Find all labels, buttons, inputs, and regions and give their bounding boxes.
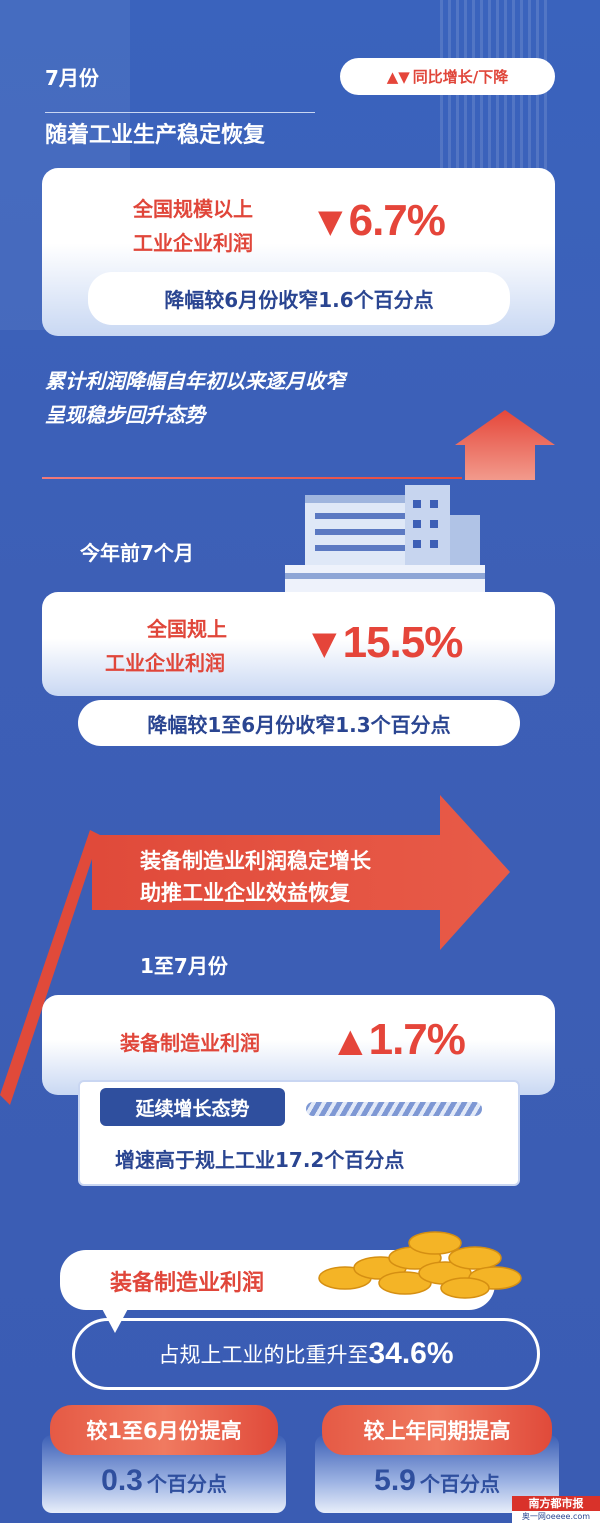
card-label-line2: 工业企业利润	[105, 651, 225, 675]
legend-label: 同比增长/下降	[412, 68, 509, 86]
profit-card: 装备制造业利润 ▲ 1.7%	[42, 995, 555, 1095]
detail-box: 延续增长态势 增速高于规上工业17.2个百分点	[78, 1080, 520, 1186]
card-label: 全国规上 工业企业利润	[105, 612, 227, 680]
compare-value: 5.9	[374, 1464, 416, 1497]
compare-value: 0.3	[101, 1464, 143, 1497]
watermark-line2: 奥一网oeeee.com	[521, 1512, 591, 1521]
progress-stripes	[306, 1102, 482, 1116]
factory-icon	[285, 485, 485, 595]
detail-text: 增速高于规上工业17.2个百分点	[115, 1148, 405, 1172]
profit-card: 全国规上 工业企业利润 ▼ 15.5%	[42, 592, 555, 696]
watermark-line1: 南方都市报	[512, 1496, 600, 1511]
trend-note: 累计利润降幅自年初以来逐月收窄 呈现稳步回升态势	[45, 364, 345, 432]
triangle-down-icon: ▼	[318, 202, 343, 240]
trend-note-line2: 呈现稳步回升态势	[45, 403, 205, 427]
compare-label: 较上年同期提高	[322, 1405, 552, 1455]
trend-note-line1: 累计利润降幅自年初以来逐月收窄	[45, 369, 345, 393]
period-label: 7月份	[45, 66, 99, 90]
up-arrow-icon	[455, 410, 555, 480]
share-value: 34.6%	[368, 1337, 454, 1370]
profit-value: 15.5%	[342, 618, 464, 667]
legend-badge: ▲▼ 同比增长/下降	[340, 58, 555, 95]
period-label: 今年前7个月	[80, 541, 194, 565]
gold-coins-icon	[318, 1231, 522, 1299]
watermark-logo: 南方都市报 奥一网oeeee.com	[512, 1496, 600, 1523]
section-heading: 随着工业生产稳定恢复	[45, 123, 266, 148]
triangle-down-icon: ▼	[312, 624, 337, 662]
share-pill: 占规上工业的比重升至 34.6%	[72, 1318, 540, 1390]
period-label: 1至7月份	[140, 954, 228, 978]
triangle-up-icon: ▲	[338, 1021, 363, 1059]
background-building	[440, 0, 550, 190]
change-pill: 降幅较1至6月份收窄1.3个百分点	[78, 700, 520, 746]
trend-tag: 延续增长态势	[100, 1088, 285, 1126]
divider	[42, 477, 462, 479]
card-label: 装备制造业利润	[120, 1031, 260, 1055]
profit-value: 1.7%	[368, 1015, 466, 1064]
divider	[45, 112, 315, 113]
card-label-line2: 工业企业利润	[133, 231, 253, 255]
card-label: 全国规模以上 工业企业利润	[133, 192, 253, 260]
compare-unit: 个百分点	[146, 1471, 227, 1496]
card-label-line1: 全国规上	[147, 617, 227, 641]
compare-unit: 个百分点	[419, 1471, 500, 1496]
share-text: 占规上工业的比重升至	[158, 1343, 369, 1367]
bubble-text: 装备制造业利润	[110, 1271, 265, 1296]
change-pill: 降幅较6月份收窄1.6个百分点	[88, 272, 510, 325]
change-text: 降幅较6月份收窄1.6个百分点	[164, 288, 434, 312]
change-text: 降幅较1至6月份收窄1.3个百分点	[147, 712, 451, 737]
arrow-text-line2: 助推工业企业效益恢复	[140, 881, 350, 905]
card-label-line1: 全国规模以上	[133, 197, 253, 221]
triangle-up-down-icon: ▲▼	[386, 67, 410, 86]
compare-label: 较1至6月份提高	[50, 1405, 278, 1455]
growth-arrow-icon	[0, 795, 510, 1105]
arrow-text-line1: 装备制造业利润稳定增长	[140, 849, 371, 873]
arrow-text: 装备制造业利润稳定增长 助推工业企业效益恢复	[140, 845, 371, 909]
profit-value: 6.7%	[348, 196, 446, 245]
